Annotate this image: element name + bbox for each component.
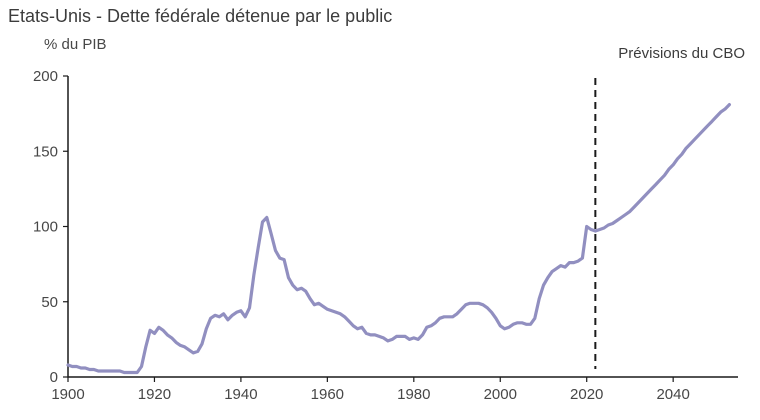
y-tick-label: 50 xyxy=(41,294,58,311)
chart-title: Etats-Unis - Dette fédérale détenue par … xyxy=(8,6,393,26)
y-tick-label: 150 xyxy=(33,143,58,160)
x-tick-label: 2020 xyxy=(570,386,603,403)
axes xyxy=(67,76,738,378)
y-tick-label: 0 xyxy=(50,369,58,386)
y-tick-label: 200 xyxy=(33,68,58,85)
forecast-annotation: Prévisions du CBO xyxy=(618,45,745,62)
x-tick-label: 1920 xyxy=(138,386,171,403)
x-tick-label: 2000 xyxy=(484,386,517,403)
x-tick-label: 1960 xyxy=(311,386,344,403)
debt-line xyxy=(66,102,732,375)
x-tick-label: 1940 xyxy=(224,386,257,403)
y-tick-label: 100 xyxy=(33,219,58,236)
x-tick-label: 2040 xyxy=(656,386,689,403)
x-tick-label: 1980 xyxy=(397,386,430,403)
y-axis-unit-label: % du PIB xyxy=(44,36,107,53)
x-tick-label: 1900 xyxy=(51,386,84,403)
